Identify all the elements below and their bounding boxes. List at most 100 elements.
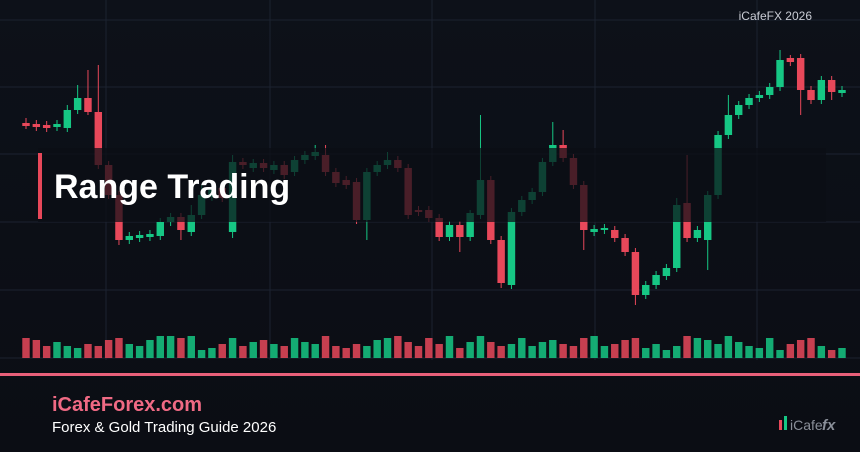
candle-body <box>156 222 164 236</box>
volume-bar <box>156 336 164 358</box>
volume-bar <box>704 340 712 358</box>
volume-bar <box>497 346 505 358</box>
volume-bar <box>84 344 92 358</box>
candle-body <box>817 80 826 100</box>
volume-bar <box>22 338 30 358</box>
candle-body <box>32 124 41 127</box>
candle-body <box>42 125 51 128</box>
volume-bar <box>270 344 278 358</box>
volume-bar <box>301 342 309 358</box>
candle-body <box>693 230 702 238</box>
volume-bar <box>249 342 257 358</box>
volume-bar <box>32 340 41 358</box>
volume-bar <box>342 348 350 358</box>
site-name: iCafeForex.com <box>52 394 202 416</box>
volume-bar <box>208 348 216 358</box>
volume-bar <box>94 346 103 358</box>
volume-bar <box>425 338 433 358</box>
volume-bar <box>776 350 784 358</box>
candle-body <box>125 236 134 240</box>
volume-bar <box>280 346 288 358</box>
volume-bar <box>796 340 805 358</box>
volume-bar <box>125 344 134 358</box>
volume-bar <box>259 340 268 358</box>
volume-bar <box>734 342 743 358</box>
volume-bar <box>104 340 113 358</box>
volume-bar <box>507 344 516 358</box>
volume-bar <box>239 346 247 358</box>
volume-bar <box>518 338 526 358</box>
volume-bar <box>621 340 629 358</box>
volume-bar <box>332 346 340 358</box>
volume-bar <box>352 344 361 358</box>
candle-body <box>146 234 154 237</box>
candle-body <box>611 230 619 238</box>
volume-bar <box>311 344 319 358</box>
volume-bar <box>538 342 547 358</box>
candle-body <box>600 228 609 230</box>
title-accent <box>38 153 42 219</box>
candle-body <box>456 225 464 237</box>
volume-bar <box>487 342 495 358</box>
volume-bar <box>807 338 815 358</box>
volume-bar <box>569 346 578 358</box>
volume-bar <box>600 346 609 358</box>
candle-body <box>776 60 784 87</box>
candle-body <box>73 98 82 110</box>
volume-bar <box>63 346 72 358</box>
volume-bar <box>321 336 330 358</box>
volume-bar <box>476 336 485 358</box>
volume-bar <box>838 348 846 358</box>
volume-bar <box>683 336 691 358</box>
candle-body <box>135 235 144 238</box>
candle-body <box>631 252 640 295</box>
volume-bar <box>755 348 764 358</box>
volume-bar <box>146 340 154 358</box>
candle-body <box>63 110 72 128</box>
volume-bar <box>528 346 536 358</box>
logo-text: iCafe <box>790 417 823 433</box>
candle-body <box>838 90 846 93</box>
title: Range Trading <box>54 168 290 206</box>
volume-bar <box>414 346 423 358</box>
logo: iCafe fx <box>779 416 836 434</box>
candle-body <box>187 215 195 232</box>
candle-body <box>786 58 795 62</box>
candle-body <box>84 98 92 112</box>
volume-bar <box>590 336 598 358</box>
volume-bar <box>166 336 175 358</box>
candle-body <box>796 58 805 90</box>
candle-body <box>435 218 443 237</box>
volume-bar <box>42 346 51 358</box>
volume-bar <box>693 338 702 358</box>
candle-body <box>621 238 629 252</box>
volume-bar <box>383 338 392 358</box>
candle-body <box>827 80 836 92</box>
volume-bar <box>580 338 588 358</box>
volume-bar <box>724 336 733 358</box>
volume-bar <box>53 342 61 358</box>
volume-bar <box>435 344 443 358</box>
volume-bar <box>135 346 144 358</box>
volume-bar <box>73 348 82 358</box>
candle-body <box>53 124 61 127</box>
volume-bar <box>745 346 753 358</box>
volume-bar <box>786 344 795 358</box>
candle-body <box>652 275 660 285</box>
candle-body <box>765 87 774 95</box>
candle-body <box>177 217 185 230</box>
volume-bar <box>714 344 722 358</box>
candle-body <box>755 95 764 98</box>
volume-bar <box>662 350 671 358</box>
title-box <box>38 148 826 222</box>
volume-bar <box>652 344 660 358</box>
candle-body <box>466 213 474 237</box>
volume-bar <box>290 338 299 358</box>
candle-body <box>724 115 733 135</box>
volume-bar <box>187 336 195 358</box>
candle-body <box>642 285 650 295</box>
volume-bar <box>228 338 237 358</box>
volume-bar <box>765 338 774 358</box>
logo-fx: fx <box>822 417 836 434</box>
